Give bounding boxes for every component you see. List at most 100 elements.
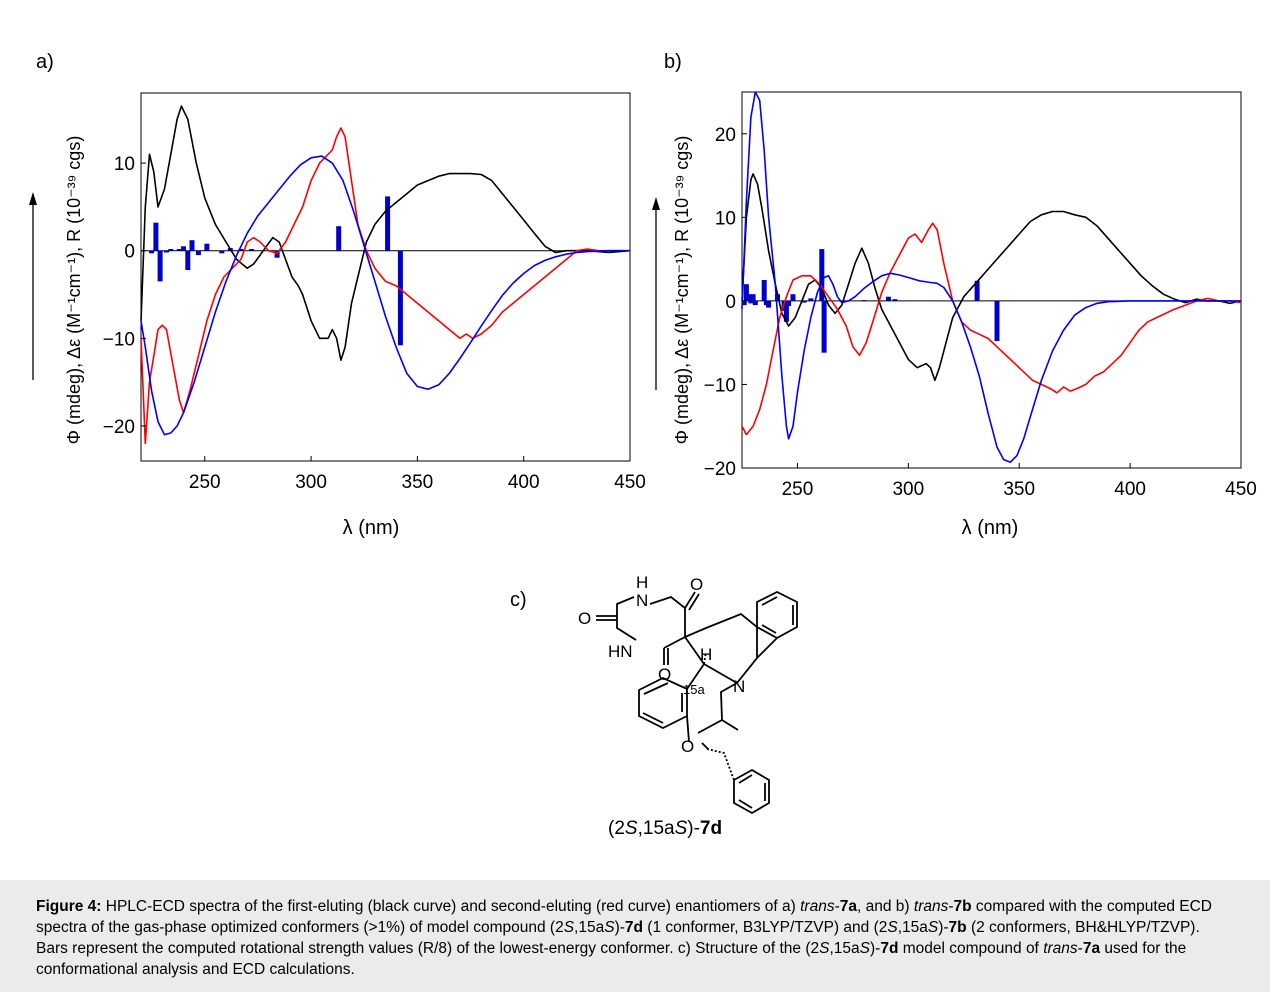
x-tick-label: 450 xyxy=(614,472,646,493)
x-ticks-b: 250 300 350 400 450 xyxy=(782,463,1257,500)
compound-label-part: )- xyxy=(687,818,700,839)
bars-group-a xyxy=(149,196,403,346)
x-tick-label: 300 xyxy=(892,479,924,500)
figure: a) b) 250 300 350 400 450 −20 −10 0 10 λ (nm) Φ… xyxy=(29,51,1257,840)
atom-h-top: H xyxy=(636,573,648,592)
rotational-strength-bar xyxy=(783,300,789,322)
x-axis-label-b: λ (nm) xyxy=(962,517,1019,539)
y-ticks-a: −20 −10 0 10 xyxy=(103,154,146,438)
atom-o-left: O xyxy=(578,609,591,628)
rotational-strength-bar xyxy=(189,240,195,251)
rotational-strength-bar xyxy=(168,249,174,251)
panel-b-label: b) xyxy=(664,51,682,73)
caption-part: trans xyxy=(913,898,949,915)
caption-part: (1 conformer, B3LYP/TZVP) and (2 xyxy=(642,919,888,936)
caption-part: trans xyxy=(1043,940,1078,957)
rotational-strength-bar xyxy=(821,300,827,353)
ecd-curve xyxy=(741,91,1241,463)
caption-part: )- xyxy=(614,919,625,936)
structure-atom-labels: H N O O HN O H 15a N O xyxy=(578,573,745,756)
caption-part: 7a xyxy=(839,898,858,915)
atom-n-top: N xyxy=(636,591,648,610)
ecd-curve xyxy=(140,127,630,445)
x-axis-label-a: λ (nm) xyxy=(343,517,400,539)
rotational-strength-bar xyxy=(743,284,749,301)
atom-hn: HN xyxy=(608,642,633,661)
rotational-strength-bar xyxy=(748,300,754,304)
caption-part: used for the conformational analysis and… xyxy=(36,940,1187,978)
compound-label-part: 7d xyxy=(699,818,723,839)
y-axis-label-a: Φ (mdeg), Δε (M⁻¹cm⁻¹), R (10⁻³⁹ cgs) xyxy=(64,136,84,445)
rotational-strength-bar xyxy=(397,250,403,346)
panel-c-label: c) xyxy=(510,589,527,611)
caption-part: S xyxy=(604,919,615,936)
y-axis-arrowhead-b xyxy=(652,197,660,210)
chemical-structure-7d xyxy=(596,590,798,815)
caption-part: 7a xyxy=(1082,940,1101,957)
ecd-curve xyxy=(140,155,630,436)
rotational-strength-bar xyxy=(974,280,980,301)
x-tick-label: 350 xyxy=(402,472,434,493)
rotational-strength-bar xyxy=(790,294,796,301)
rotational-strength-bar xyxy=(157,250,163,282)
compound-label-part: S xyxy=(674,818,688,839)
compound-label-part: S xyxy=(624,818,638,839)
caption-part: - xyxy=(834,898,840,915)
ecd-curve xyxy=(741,222,1242,436)
rotational-strength-bar xyxy=(801,300,807,303)
series-group-b xyxy=(741,91,1242,463)
figure-svg: a) b) 250 300 350 400 450 −20 −10 0 10 λ (nm) Φ… xyxy=(29,51,1257,815)
caption-part: S xyxy=(819,940,830,957)
rotational-strength-bar xyxy=(153,222,159,251)
y-tick-label: −20 xyxy=(103,417,135,438)
x-tick-label: 300 xyxy=(295,472,327,493)
y-tick-label: −20 xyxy=(704,459,736,480)
caption-part: 7b xyxy=(953,898,972,915)
caption-part: ,15a xyxy=(829,940,860,957)
y-tick-label: 10 xyxy=(715,208,736,229)
rotational-strength-bar xyxy=(761,280,767,301)
rotational-strength-bar xyxy=(885,296,891,301)
rotational-strength-bar xyxy=(185,250,191,270)
caption-part: - xyxy=(1077,940,1083,957)
caption-part: trans xyxy=(800,898,835,915)
y-axis-arrowhead-a xyxy=(29,192,37,205)
x-tick-label: 250 xyxy=(782,479,814,500)
x-tick-label: 350 xyxy=(1003,479,1035,500)
compound-label: (2S,15aS)-7d xyxy=(608,818,722,840)
rotational-strength-bar xyxy=(861,300,867,302)
rotational-strength-bar xyxy=(336,226,342,251)
rotational-strength-bar xyxy=(274,250,280,258)
caption-part: S xyxy=(887,919,898,936)
rotational-strength-bar xyxy=(385,196,391,251)
atom-15a-label: 15a xyxy=(683,682,705,697)
chart-panel-a: 250 300 350 400 450 −20 −10 0 10 λ (nm) Φ (mdeg… xyxy=(29,92,646,539)
rotational-strength-bar xyxy=(219,250,225,254)
caption-part: )- xyxy=(938,919,949,936)
rotational-strength-bar xyxy=(204,243,210,251)
x-tick-label: 400 xyxy=(508,472,540,493)
caption-part: S xyxy=(927,919,939,936)
rotational-strength-bar xyxy=(819,249,825,301)
caption-part: - xyxy=(948,898,954,915)
plot-frame-b xyxy=(741,91,1242,469)
rotational-strength-bar xyxy=(195,250,201,256)
rotational-strength-bar xyxy=(766,300,772,308)
chart-panel-b: 250 300 350 400 450 −20 −10 0 10 20 λ (nm) Φ (md… xyxy=(652,91,1257,539)
rotational-strength-bar xyxy=(994,300,1000,341)
y-axis-label-b: Φ (mdeg), Δε (M⁻¹cm⁻¹), R (10⁻³⁹ cgs) xyxy=(672,136,692,445)
x-tick-label: 250 xyxy=(189,472,221,493)
atom-h-15a: H xyxy=(700,645,712,664)
panel-a-label: a) xyxy=(36,51,54,73)
y-tick-label: −10 xyxy=(103,329,135,350)
x-ticks-a: 250 300 350 400 450 xyxy=(189,456,646,493)
y-tick-label: 10 xyxy=(114,154,135,175)
x-tick-label: 400 xyxy=(1114,479,1146,500)
atom-o-right: O xyxy=(690,575,703,594)
y-tick-label: −10 xyxy=(704,375,736,396)
figure-caption: Figure 4: HPLC-ECD spectra of the first-… xyxy=(0,880,1270,992)
caption-part: 7b xyxy=(948,919,967,936)
ecd-curve xyxy=(741,173,1242,382)
y-tick-label: 0 xyxy=(725,292,736,313)
atom-o-ring: O xyxy=(681,737,694,756)
